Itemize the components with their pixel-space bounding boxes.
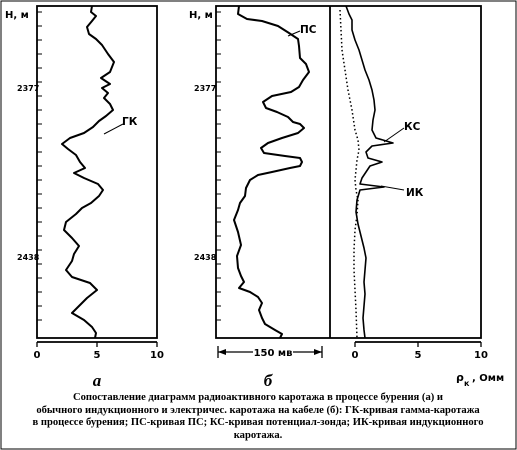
panel-b-scale-label: 150 мв — [254, 348, 293, 359]
panel-b-depth-2438: 2438 — [194, 253, 217, 262]
panel-c: КС ИК 0 5 10 ρ к , Омм — [339, 5, 504, 388]
panel-bc-frame — [215, 5, 482, 339]
panel-c-axis-symbol: ρ — [456, 371, 464, 384]
panel-b-depth-2377: 2377 — [194, 84, 216, 93]
caption-line: в процессе бурения; ПС-кривая ПС; КС-кри… — [32, 417, 484, 429]
caption-line: каротажа. — [233, 429, 283, 441]
panel-b: H, м 2377 2438 ПС 150 мв б — [189, 5, 482, 390]
panel-b-scale-label-bg — [253, 346, 293, 358]
figure-caption: Сопоставление диаграмм радиоактивного ка… — [8, 392, 508, 442]
panel-b-depth-label: H, м — [189, 10, 213, 21]
ks-label-leader — [383, 127, 405, 143]
panel-b-depth-ticks — [216, 11, 221, 321]
ks-curve — [345, 5, 394, 339]
ps-curve — [233, 5, 310, 339]
caption-line: обычного индукционного и электричес. кар… — [36, 404, 480, 416]
gk-label-leader — [103, 123, 124, 135]
panel-a-depth-2438: 2438 — [17, 253, 40, 262]
panel-a-letter: а — [93, 371, 102, 390]
panel-a-depth-ticks — [37, 11, 42, 321]
panel-b-letter: б — [264, 371, 274, 390]
panel-a-depth-2377: 2377 — [17, 84, 39, 93]
panel-c-scale-0: 0 — [352, 350, 359, 361]
caption-line: Сопоставление диаграмм радиоактивного ка… — [72, 392, 444, 403]
gk-curve — [61, 5, 115, 339]
panel-c-scale-10: 10 — [474, 350, 488, 361]
ps-label-leader — [287, 30, 301, 37]
gk-label: ГК — [122, 116, 138, 128]
panel-a-scale-0: 0 — [34, 350, 41, 361]
panel-b-scale-arrow-left — [218, 349, 226, 355]
panel-a-depth-label: H, м — [5, 10, 29, 21]
ps-label: ПС — [300, 24, 317, 36]
ik-label-leader — [380, 185, 405, 191]
panel-a-frame — [36, 5, 158, 339]
panel-b-scale-arrow-right — [314, 349, 322, 355]
panel-c-axis-unit: , Омм — [472, 373, 504, 384]
panel-c-scale-5: 5 — [415, 350, 422, 361]
ik-curve — [339, 9, 360, 339]
panel-c-axis-subscript: к — [464, 379, 470, 388]
panel-a-scale-10: 10 — [150, 350, 164, 361]
ik-label: ИК — [406, 187, 424, 199]
panel-a: H, м 2377 2438 ГК 0 5 10 а — [5, 5, 164, 390]
panel-a-scale-5: 5 — [94, 350, 101, 361]
ks-label: КС — [404, 121, 421, 133]
